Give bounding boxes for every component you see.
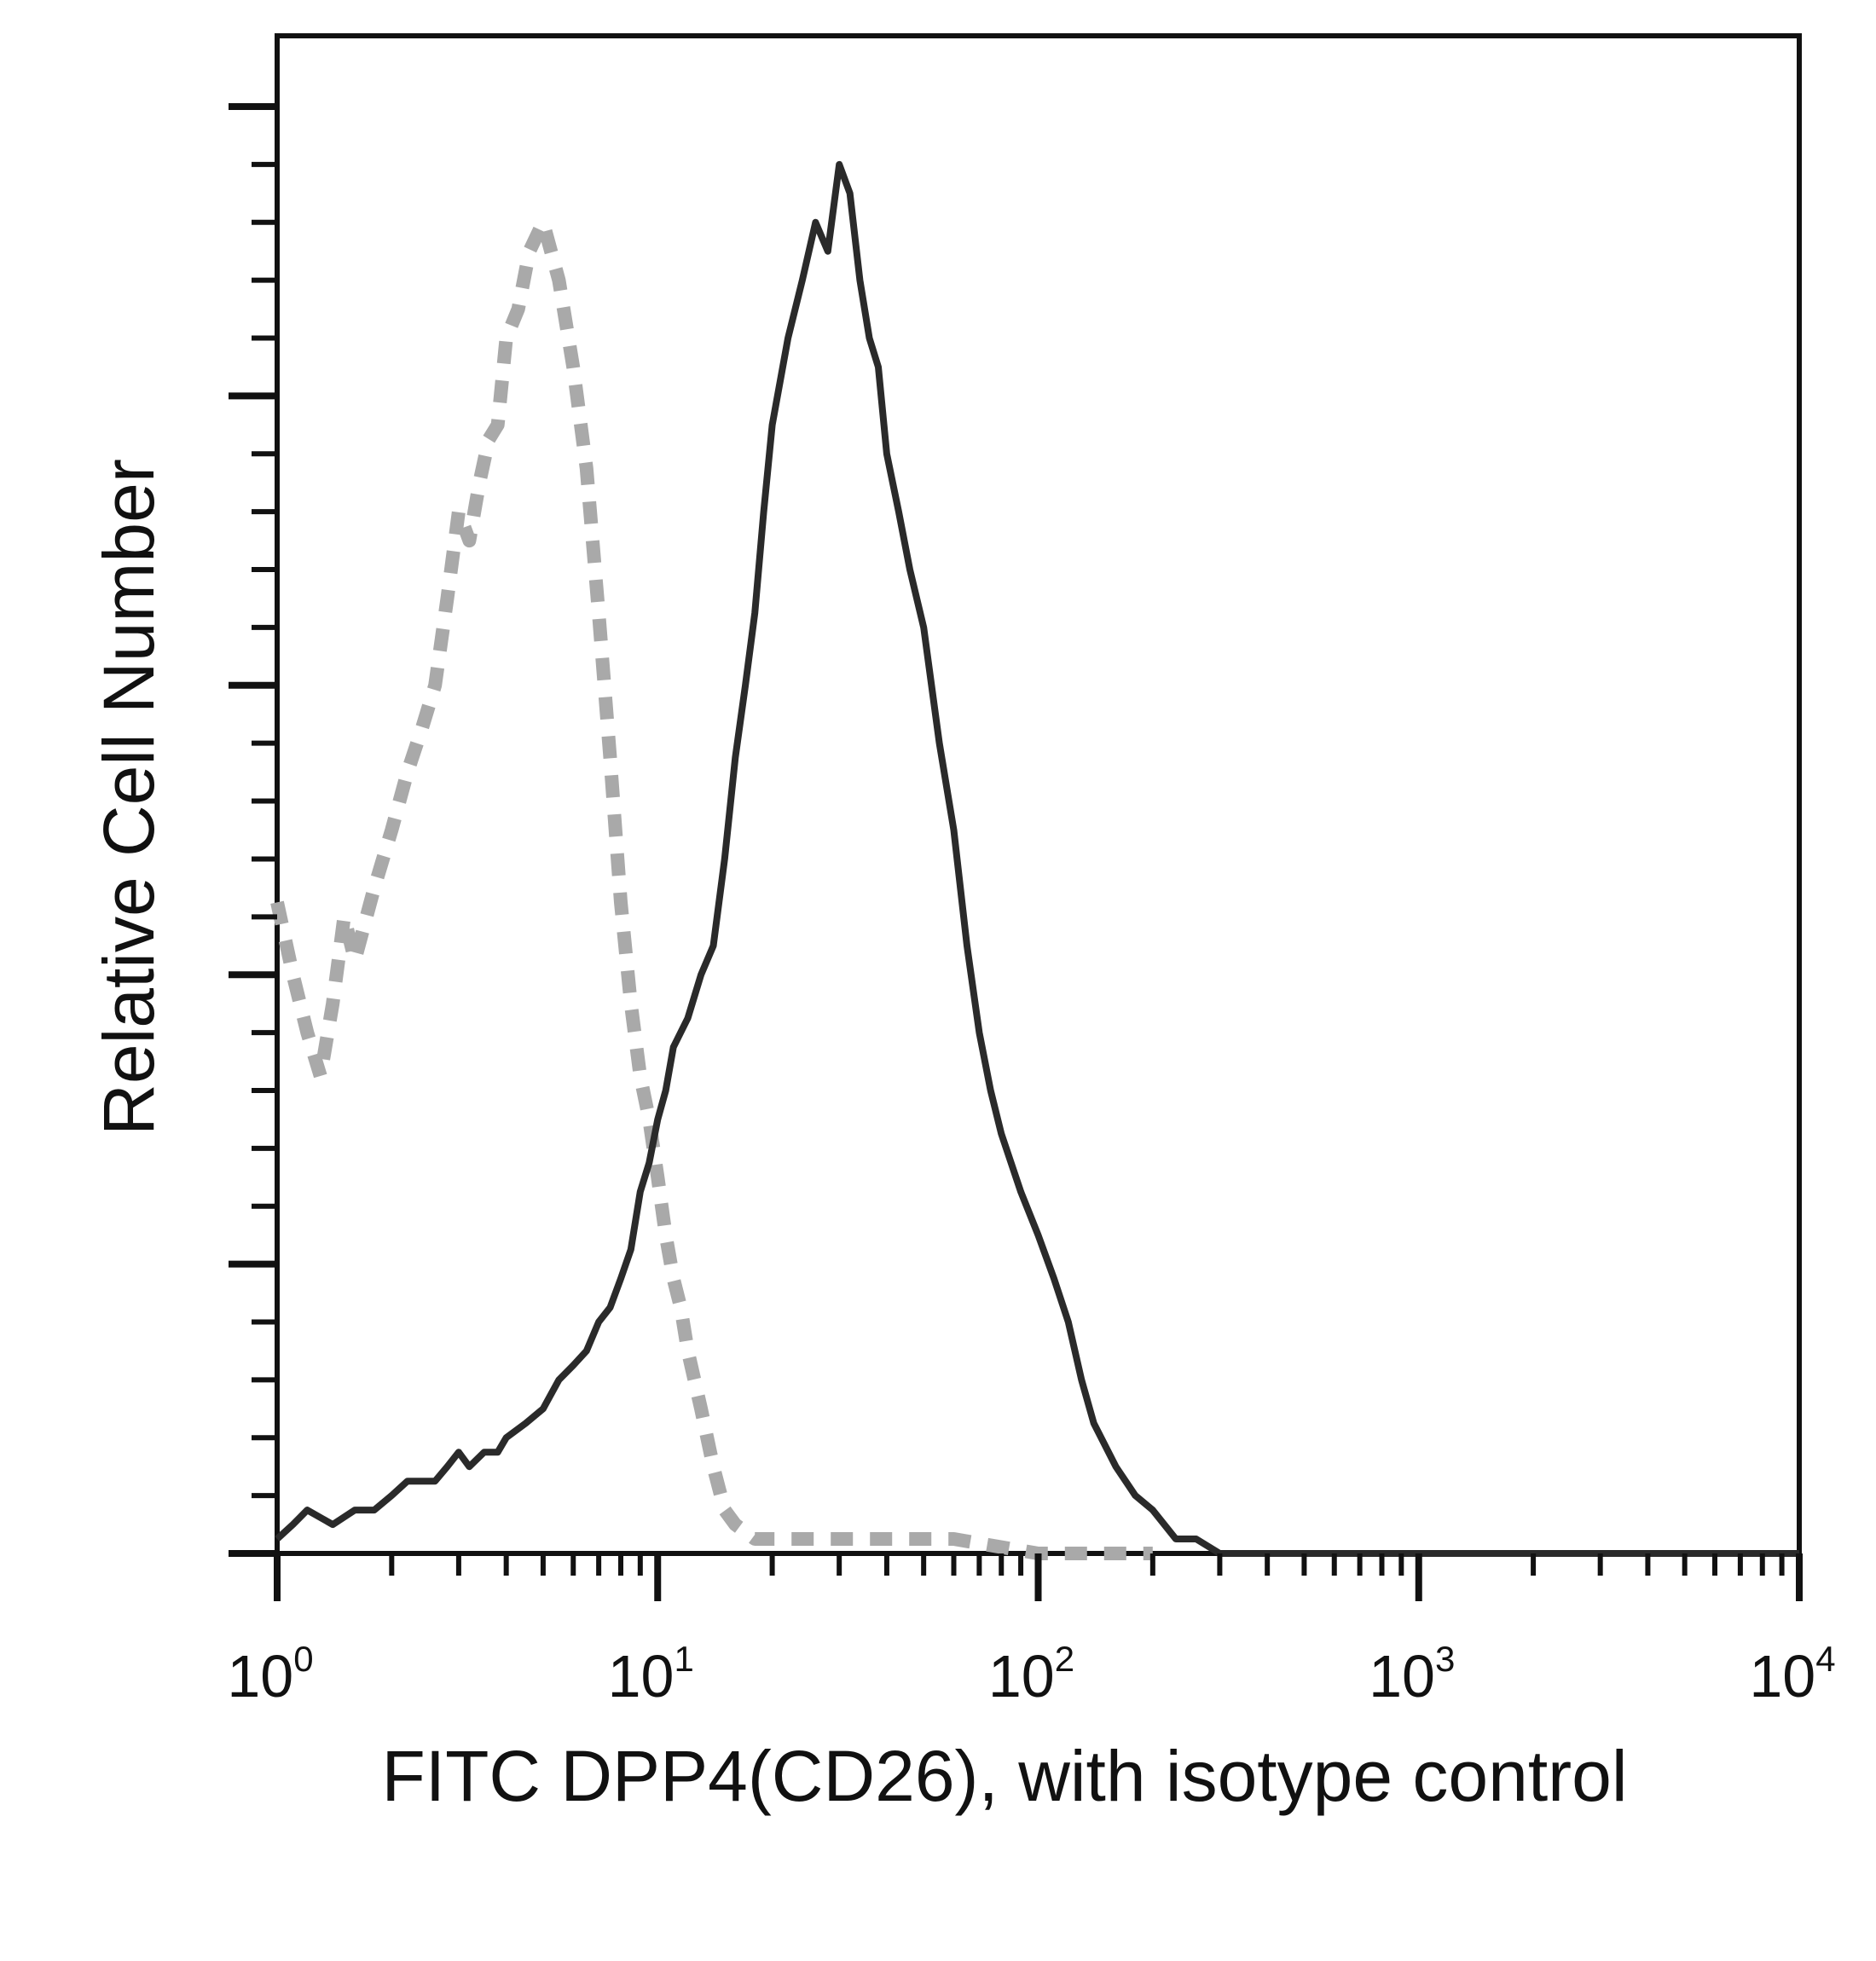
x-tick-label-base: 10 [608, 1643, 675, 1709]
x-tick-label: 100 [227, 1639, 313, 1709]
x-tick-label-base: 10 [1369, 1643, 1435, 1709]
x-axis-title: FITC DPP4(CD26), with isotype control [381, 1736, 1627, 1816]
x-tick-label-exponent: 4 [1815, 1639, 1835, 1679]
x-tick-label-exponent: 3 [1435, 1639, 1455, 1679]
x-tick-label-base: 10 [227, 1643, 293, 1709]
x-tick-label: 102 [988, 1639, 1074, 1709]
x-tick-label: 104 [1749, 1639, 1835, 1709]
x-tick-label: 101 [608, 1639, 694, 1709]
x-tick-label-base: 10 [1749, 1643, 1815, 1709]
plot-frame [275, 33, 1802, 1556]
x-tick-label-base: 10 [988, 1643, 1055, 1709]
isotype-control-curve [270, 215, 1153, 1560]
x-tick-label-exponent: 1 [675, 1639, 694, 1679]
y-axis-title: Relative Cell Number [89, 459, 169, 1136]
dpp4-cd26-curve [275, 160, 1799, 1557]
isotype-control-series [270, 215, 1153, 1560]
x-tick-label: 103 [1369, 1639, 1455, 1709]
x-tick-label-exponent: 2 [1055, 1639, 1074, 1679]
x-tick-label-exponent: 0 [293, 1639, 313, 1679]
y-axis-ticks [229, 103, 277, 1557]
dpp4-cd26-series [275, 160, 1799, 1557]
x-axis-tick-labels: 100 101 102 103 104 [227, 1639, 1835, 1709]
x-axis-ticks [274, 1553, 1803, 1601]
